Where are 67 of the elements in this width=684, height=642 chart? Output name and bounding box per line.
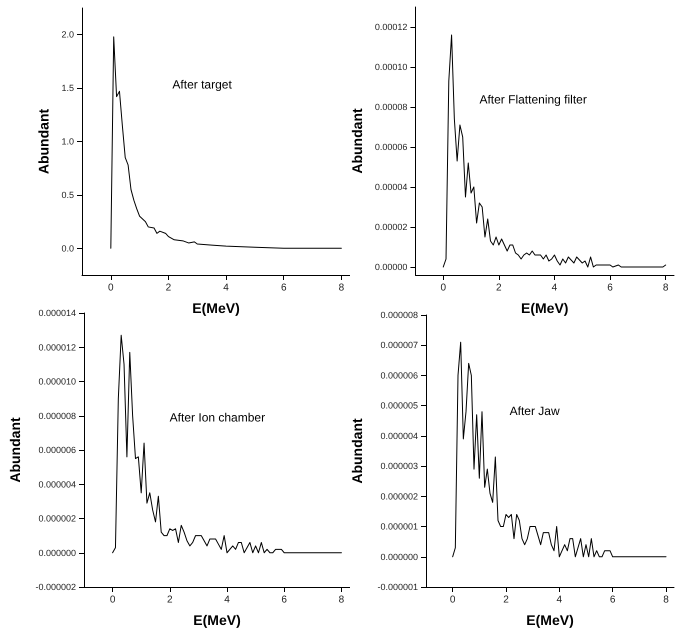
y-tick-label: 0.000006 (38, 445, 76, 455)
line-series (452, 342, 666, 558)
x-tick-label: 6 (281, 594, 288, 606)
y-tick-label: 0.00008 (374, 102, 408, 112)
x-tick-label: 8 (338, 282, 345, 294)
y-tick-label: 0.000008 (38, 410, 76, 421)
x-tick-label: 0 (108, 282, 114, 294)
y-tick-label: 0.000002 (380, 491, 418, 502)
x-tick-label: 6 (280, 282, 287, 294)
y-axis-title: Abundant (349, 418, 365, 484)
y-tick-label: 0.000004 (380, 430, 418, 441)
x-tick-label: 4 (556, 594, 563, 606)
y-tick-label: 0.00004 (374, 182, 408, 192)
x-tick-label: 2 (167, 594, 174, 606)
y-tick-label: 0.000014 (38, 308, 76, 318)
x-tick-label: 0 (440, 282, 446, 294)
y-tick-label: 0.000003 (380, 461, 418, 472)
y-tick-label: -0.000002 (35, 582, 76, 592)
y-tick-label: 0.000004 (38, 479, 76, 490)
x-axis-title: E(MeV) (193, 612, 241, 628)
x-tick-label: 8 (338, 594, 345, 606)
y-tick-label: 0.000001 (380, 522, 418, 532)
line-series (110, 36, 342, 249)
y-tick-label: 0.000012 (38, 342, 76, 352)
y-tick-label: 0.000002 (38, 514, 76, 524)
x-tick-label: 4 (224, 594, 230, 606)
y-tick-label: 0.000008 (380, 310, 418, 320)
y-tick-label: 0.0 (61, 243, 74, 254)
y-tick-label: 0.00002 (374, 222, 408, 232)
y-tick-label: 2.0 (61, 30, 74, 40)
x-tick-label: 8 (662, 282, 669, 294)
x-axis-title: E(MeV) (520, 300, 568, 316)
annotation: After target (172, 77, 232, 92)
x-axis-title: E(MeV) (526, 612, 574, 628)
x-tick-label: 2 (166, 282, 172, 294)
x-tick-label: 2 (503, 594, 510, 606)
x-tick-label: 6 (607, 282, 614, 294)
y-tick-label: 0.000005 (380, 400, 418, 411)
y-tick-label: 0.00010 (374, 62, 408, 72)
annotation: After Jaw (510, 404, 560, 418)
y-tick-label: 0.00012 (374, 22, 408, 32)
y-tick-label: 1.0 (61, 136, 74, 146)
annotation: After Flattening filter (479, 92, 587, 106)
x-tick-label: 4 (223, 282, 230, 294)
y-axis-title: Abundant (36, 108, 52, 174)
x-axis-title: E(MeV) (192, 300, 240, 316)
y-tick-label: 0.00000 (374, 262, 408, 272)
x-tick-label: 0 (110, 594, 116, 606)
x-tick-label: 6 (610, 594, 616, 606)
line-series (112, 334, 342, 554)
y-tick-label: 0.5 (61, 190, 74, 200)
y-tick-label: 0.000007 (380, 340, 418, 350)
y-axis-title: Abundant (349, 108, 365, 174)
x-tick-label: 0 (450, 594, 456, 606)
y-tick-label: -0.000001 (377, 582, 418, 592)
x-tick-label: 8 (663, 594, 670, 606)
x-tick-label: 4 (552, 282, 558, 294)
line-series (442, 34, 666, 268)
annotation: After Ion chamber (170, 410, 266, 425)
y-tick-label: 0.000000 (38, 548, 76, 558)
y-tick-label: 0.000010 (38, 376, 76, 386)
y-tick-label: 0.00006 (374, 142, 408, 152)
y-tick-label: 0.000006 (380, 370, 418, 380)
y-axis-title: Abundant (7, 417, 23, 483)
x-tick-label: 2 (496, 282, 502, 294)
y-tick-label: 0.000000 (380, 552, 418, 562)
y-tick-label: 1.5 (61, 83, 74, 94)
